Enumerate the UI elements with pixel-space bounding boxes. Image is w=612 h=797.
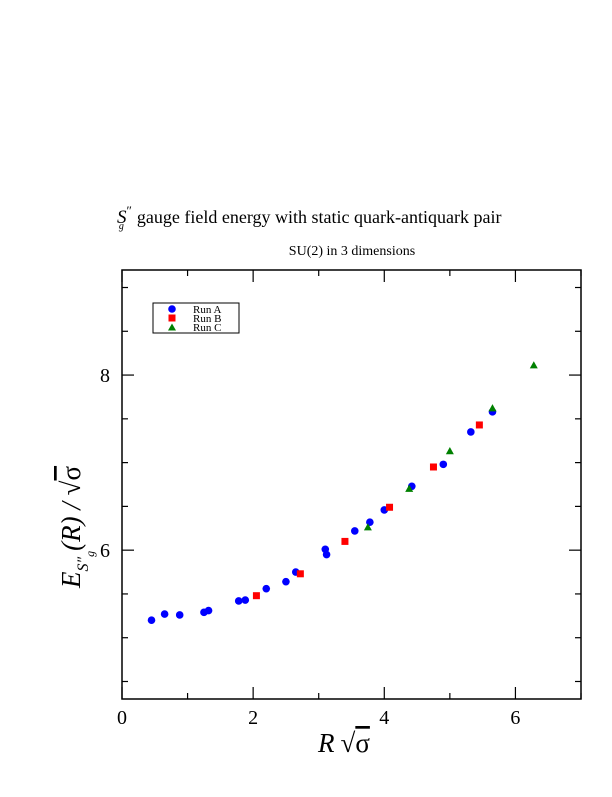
chart-subtitle: SU(2) in 3 dimensions xyxy=(289,244,415,259)
legend-marker-run-b xyxy=(168,314,176,322)
data-points xyxy=(147,361,538,625)
y-axis-main: E xyxy=(56,571,86,589)
legend-box xyxy=(152,302,240,334)
plot-frame xyxy=(121,269,582,700)
data-point-run-a xyxy=(439,460,448,469)
data-point-run-a xyxy=(147,616,156,625)
title-symbol-sub: g xyxy=(119,221,124,232)
y-tick-label: 8 xyxy=(100,365,110,387)
data-point-run-a xyxy=(350,527,359,535)
legend-label-run-b: Run B xyxy=(193,313,221,325)
y-axis-label: ES″g(R) / √σ xyxy=(56,466,97,589)
data-point-run-a xyxy=(282,577,290,586)
y-axis-sub: S″ xyxy=(75,557,92,572)
legend-label-run-c: Run C xyxy=(193,322,221,334)
tick-labels: 0 2 4 6 6 8 xyxy=(100,365,520,729)
data-point-run-b xyxy=(252,592,260,600)
data-point-run-c xyxy=(529,361,538,369)
data-point-run-b xyxy=(341,537,349,545)
legend-label-run-a: Run A xyxy=(193,304,221,316)
data-point-run-a xyxy=(234,597,243,605)
x-axis-sigma: σ xyxy=(355,728,370,758)
data-point-run-c xyxy=(445,447,454,455)
y-axis-sigma: σ xyxy=(56,466,86,481)
data-point-run-b xyxy=(475,421,483,429)
x-axis-var: R xyxy=(317,728,335,758)
title-symbol: S xyxy=(117,207,127,228)
x-tick-label: 4 xyxy=(379,707,389,729)
y-tick-label: 6 xyxy=(100,540,110,562)
legend: Run A Run B Run C xyxy=(152,302,240,334)
x-tick-label: 0 xyxy=(117,707,127,729)
y-axis-rest: (R) / xyxy=(56,495,86,550)
x-tick-label: 6 xyxy=(510,707,520,729)
data-point-run-a xyxy=(241,596,250,604)
legend-marker-run-c xyxy=(168,323,176,331)
axis-ticks xyxy=(121,270,582,699)
title-symbol-prime: ″ xyxy=(127,203,132,218)
legend-marker-run-a xyxy=(168,305,176,313)
data-point-run-a xyxy=(175,611,184,619)
x-axis-sqrt: √ xyxy=(341,728,356,758)
data-point-run-c xyxy=(363,523,372,531)
data-point-run-b xyxy=(296,570,304,578)
data-point-run-b xyxy=(386,503,394,511)
data-point-run-c xyxy=(405,484,414,492)
title-text: gauge field energy with static quark-ant… xyxy=(137,207,502,227)
data-point-run-c xyxy=(488,404,497,412)
chart-title: S″ g gauge field energy with static quark-… xyxy=(117,203,501,232)
x-axis-label: R √σ xyxy=(317,728,370,758)
x-tick-label: 2 xyxy=(248,707,258,729)
data-point-run-a xyxy=(204,606,213,615)
y-axis-sqrt: √ xyxy=(56,480,86,495)
data-point-run-a xyxy=(262,584,271,593)
data-point-run-b xyxy=(429,463,437,471)
y-axis-subsub: g xyxy=(83,551,97,557)
data-point-run-a xyxy=(467,428,475,436)
data-point-run-a xyxy=(322,550,331,559)
data-point-run-a xyxy=(160,610,169,618)
